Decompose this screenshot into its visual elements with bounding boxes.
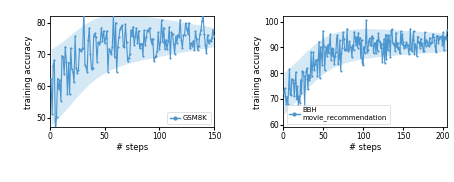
Y-axis label: training accuracy: training accuracy <box>24 35 33 109</box>
X-axis label: # steps: # steps <box>116 143 148 152</box>
Legend: GSM8K: GSM8K <box>167 112 211 124</box>
Legend: BBH
movie_recommendation: BBH movie_recommendation <box>286 105 390 124</box>
X-axis label: # steps: # steps <box>349 143 381 152</box>
Y-axis label: training accuracy: training accuracy <box>252 35 262 109</box>
